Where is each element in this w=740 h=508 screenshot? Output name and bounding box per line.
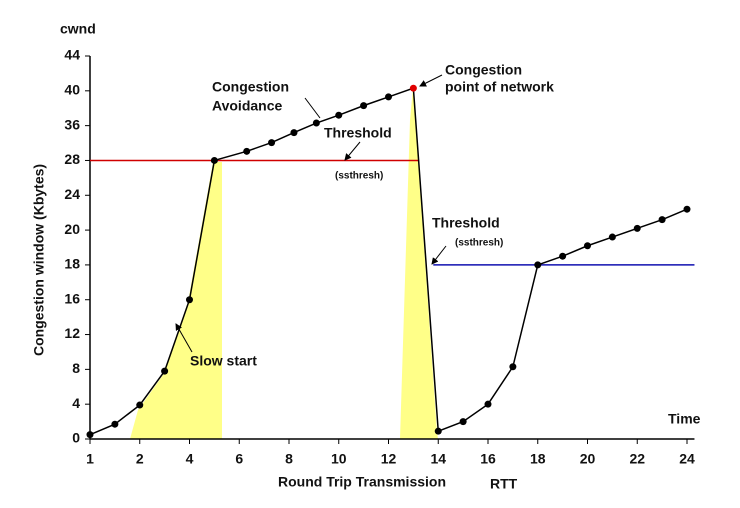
data-point: [534, 261, 542, 269]
data-point: [559, 252, 567, 260]
y-axis-label: Congestion window (Kbytes): [31, 164, 47, 356]
arrow: [175, 323, 193, 353]
data-point: [683, 205, 691, 213]
y-unit-label: cwnd: [60, 21, 96, 37]
x-tick-label: 18: [530, 451, 546, 467]
y-tick-label: 4: [72, 395, 80, 411]
data-point: [86, 431, 94, 439]
x-tick-label: 8: [285, 451, 293, 467]
annotation: Avoidance: [212, 98, 282, 114]
x-axis-label: Round Trip Transmission: [278, 474, 446, 490]
annotation: Congestion: [212, 79, 289, 95]
x-unit-label: Time: [668, 411, 701, 427]
arrow: [304, 97, 321, 119]
x-tick-label: 12: [381, 451, 397, 467]
y-tick-label: 0: [72, 430, 80, 446]
annotation: Congestion: [445, 62, 522, 78]
x-tick-label: 2: [136, 451, 144, 467]
arrow: [419, 74, 443, 87]
arrow: [431, 245, 447, 265]
data-point: [360, 102, 368, 110]
data-point: [243, 147, 251, 155]
y-tick-label: 18: [64, 256, 80, 272]
annotation: Threshold: [432, 215, 500, 231]
annotation: Threshold: [324, 125, 392, 141]
y-tick-label: 8: [72, 360, 80, 376]
y-tick-label: 24: [64, 186, 80, 202]
data-point: [633, 224, 641, 232]
y-tick-label: 28: [64, 151, 80, 167]
data-point: [459, 418, 467, 426]
annotation: (ssthresh): [455, 238, 503, 249]
data-point: [434, 427, 442, 435]
data-point: [210, 156, 218, 164]
arrow: [344, 141, 361, 161]
x-tick-label: 14: [430, 451, 446, 467]
annotation: point of network: [445, 79, 554, 95]
data-point: [111, 420, 119, 428]
y-tick-label: 12: [64, 325, 80, 341]
y-tick-label: 20: [64, 221, 80, 237]
y-tick-label: 40: [64, 82, 80, 98]
annotation: (ssthresh): [335, 171, 383, 182]
x-tick-label: 1: [86, 451, 94, 467]
x-tick-label: 16: [480, 451, 496, 467]
y-tick-label: 44: [64, 47, 80, 63]
x-tick-label: 22: [629, 451, 645, 467]
x-tick-label: 6: [235, 451, 243, 467]
y-tick-label: 16: [64, 290, 80, 306]
data-point: [658, 216, 666, 224]
data-point: [186, 296, 193, 304]
x-tick-label: 10: [331, 451, 347, 467]
data-point: [335, 111, 343, 119]
x-tick-label: 4: [186, 451, 194, 467]
data-point: [608, 233, 616, 241]
data-point: [409, 84, 417, 92]
annotation: Slow start: [190, 353, 257, 369]
data-point: [312, 119, 320, 127]
x-tick-label: 20: [580, 451, 596, 467]
drop-shade: [400, 88, 438, 439]
data-point: [290, 129, 298, 137]
data-point: [136, 401, 144, 409]
data-point: [509, 363, 517, 371]
y-tick-label: 36: [64, 116, 80, 132]
slow-start-shade: [130, 162, 222, 439]
data-point: [584, 242, 591, 250]
data-point: [484, 400, 492, 408]
data-point: [161, 367, 169, 375]
data-point: [268, 139, 276, 147]
x-axis-label-suffix: RTT: [490, 476, 518, 492]
data-point: [385, 93, 392, 101]
x-tick-label: 24: [679, 451, 695, 467]
